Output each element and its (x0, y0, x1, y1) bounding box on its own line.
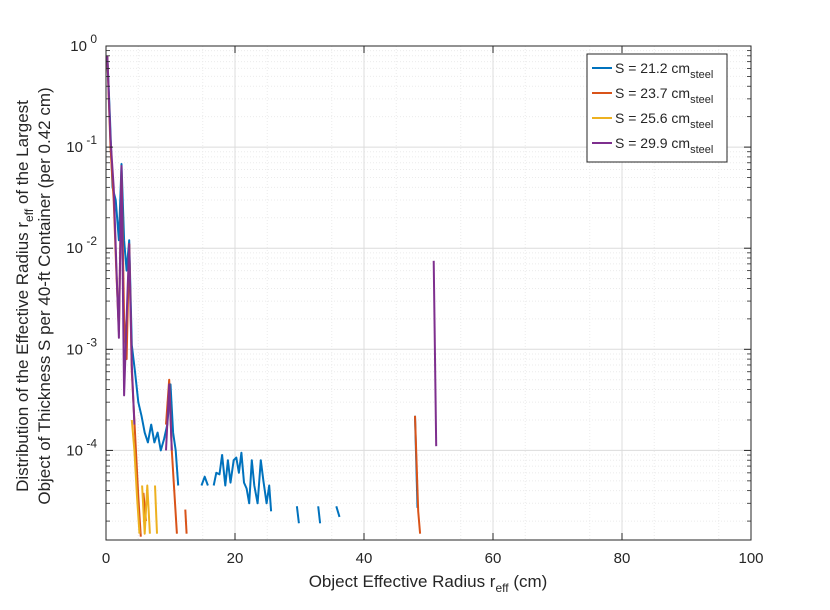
series-line-segment (200, 475, 209, 486)
y-tick-label: 10 -2 (66, 234, 97, 257)
axis-ticks (105, 45, 752, 540)
series-line-segment (212, 451, 273, 512)
x-tick-labels: 0 20 40 60 80 100 (102, 550, 764, 567)
y-axis-label-line-1: Distribution of the Effective Radius ref… (13, 100, 36, 492)
series-line-segment (184, 509, 188, 534)
series-line-segment (414, 415, 422, 534)
y-tick-label: 10 0 (70, 32, 97, 55)
legend-entry: S = 21.2 cmsteel (615, 60, 713, 81)
series-line-segment (295, 506, 300, 524)
major-grid (106, 46, 751, 540)
series-line-segment (432, 260, 438, 447)
x-tick-label: 40 (356, 550, 373, 567)
legend-entry: S = 29.9 cmsteel (615, 135, 713, 156)
x-tick-label: 80 (614, 550, 631, 567)
legend-entry: S = 23.7 cmsteel (615, 85, 713, 106)
series-line-segment (165, 383, 173, 451)
y-tick-labels: 10 0 10 -1 10 -2 10 -3 10 -4 (66, 32, 97, 459)
y-tick-label: 10 -3 (66, 335, 97, 358)
series-line-segment (317, 506, 322, 524)
series-line-segment (141, 484, 151, 535)
legend: S = 21.2 cmsteel S = 23.7 cmsteel S = 25.6… (586, 53, 728, 163)
y-axis-label-tail: of the Largest (13, 100, 32, 209)
x-axis-label-subscript: eff (495, 581, 509, 595)
series-layer (106, 55, 438, 537)
x-tick-label: 60 (485, 550, 502, 567)
legend-entry: S = 25.6 cmsteel (615, 110, 713, 131)
series-line-segment (130, 419, 141, 534)
y-tick-label: 10 -4 (66, 436, 97, 459)
series-line-segment (154, 485, 158, 534)
y-axis-label-line-2: Object of Thickness S per 40-ft Containe… (35, 87, 54, 504)
series-line-segment (335, 506, 341, 518)
series-3 (130, 419, 158, 535)
y-tick-label: 10 -1 (66, 133, 97, 156)
x-tick-label: 20 (227, 550, 244, 567)
series-line-segment (106, 55, 136, 425)
x-axis-label-tail: (cm) (509, 572, 548, 591)
x-tick-label: 0 (102, 550, 110, 567)
x-axis-label: Object Effective Radius reff (cm) (309, 572, 548, 595)
y-axis-label-subscript: eff (22, 208, 36, 222)
series-4 (106, 55, 438, 451)
plot-frame (105, 45, 752, 541)
x-tick-label: 100 (738, 550, 763, 567)
